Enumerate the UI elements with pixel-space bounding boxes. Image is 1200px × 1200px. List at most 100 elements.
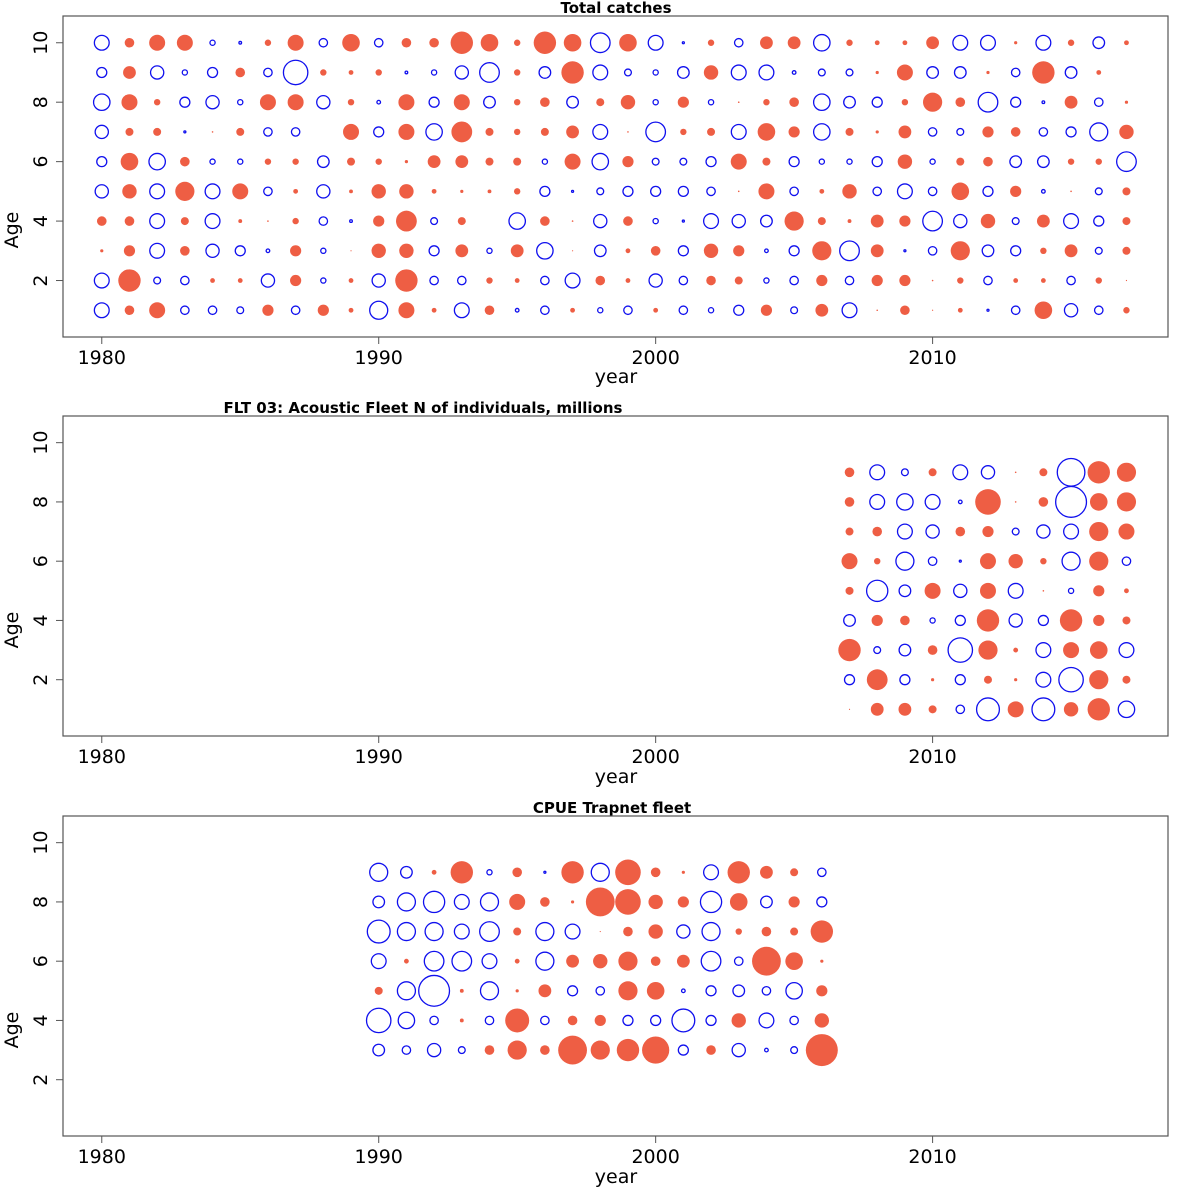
bubble-positive bbox=[149, 183, 166, 200]
bubble-positive bbox=[733, 37, 744, 48]
bubble-positive bbox=[1094, 187, 1103, 196]
bubble-negative bbox=[899, 274, 911, 287]
bubble-negative bbox=[1119, 124, 1134, 140]
bubble-positive bbox=[566, 95, 580, 109]
bubble-positive bbox=[953, 213, 968, 229]
bubble-negative bbox=[924, 582, 941, 599]
bubble-negative bbox=[1116, 492, 1137, 512]
bubble-negative bbox=[1093, 585, 1105, 597]
bubble-negative bbox=[450, 861, 473, 884]
bubble-negative bbox=[1014, 471, 1017, 474]
bubble-negative bbox=[180, 246, 190, 256]
bubble-negative bbox=[1013, 278, 1019, 283]
bubble-negative bbox=[211, 131, 214, 133]
bubble-positive bbox=[789, 1015, 799, 1026]
bubble-positive bbox=[789, 275, 799, 286]
bubble-negative bbox=[595, 275, 606, 286]
bubble-positive bbox=[595, 985, 606, 996]
bubble-negative bbox=[737, 101, 740, 103]
bubble-positive bbox=[263, 127, 273, 137]
bubble-negative bbox=[650, 867, 661, 878]
bubble-positive bbox=[535, 951, 555, 971]
bubble-positive bbox=[701, 921, 721, 942]
bubble-positive bbox=[1035, 671, 1052, 688]
bubble-positive bbox=[541, 158, 549, 165]
bubble-positive bbox=[149, 213, 166, 230]
bubble-positive bbox=[699, 890, 723, 914]
bubble-positive bbox=[650, 1014, 662, 1027]
bubble-positive bbox=[535, 921, 555, 942]
bubble-positive bbox=[763, 1047, 769, 1053]
panel-total-catches: Total catches 1980 1990 2000 2010 2 4 6 8 10 yea… bbox=[1, 0, 1169, 388]
bubble-positive bbox=[1066, 275, 1076, 286]
bubble-positive bbox=[979, 34, 997, 51]
bubble-positive bbox=[977, 91, 999, 113]
bubble-positive bbox=[1056, 457, 1086, 487]
bubble-positive bbox=[373, 126, 385, 138]
bubble-positive bbox=[486, 247, 493, 255]
bubble-positive bbox=[900, 468, 909, 477]
bubble-negative bbox=[513, 157, 522, 166]
bubble-negative bbox=[760, 865, 773, 879]
bubble-positive bbox=[1031, 697, 1056, 722]
bubble-positive bbox=[1094, 246, 1103, 255]
bubble-negative bbox=[618, 981, 638, 1001]
bubble-positive bbox=[205, 94, 220, 110]
bubble-positive bbox=[1010, 67, 1021, 78]
bubble-negative bbox=[757, 123, 776, 141]
bubble-positive bbox=[785, 981, 803, 1000]
bubble-positive bbox=[1061, 551, 1081, 571]
bubble-positive bbox=[676, 66, 690, 79]
bubble-negative bbox=[505, 1008, 530, 1033]
bubble-positive bbox=[396, 921, 417, 942]
bubble-negative bbox=[1122, 187, 1131, 196]
bubble-negative bbox=[1096, 70, 1102, 75]
bubble-positive bbox=[483, 95, 496, 109]
bubble-positive bbox=[320, 277, 327, 284]
bubble-positive bbox=[761, 985, 772, 996]
bubble-negative bbox=[395, 269, 418, 292]
bubble-positive bbox=[1093, 215, 1105, 227]
bubble-positive bbox=[679, 157, 688, 166]
bubble-positive bbox=[564, 923, 581, 940]
bubble-positive bbox=[428, 245, 440, 257]
bubble-negative bbox=[1124, 588, 1129, 594]
bubble-negative bbox=[429, 37, 439, 48]
y-tick-label: 6 bbox=[30, 555, 52, 567]
bubble-negative bbox=[180, 156, 190, 167]
bubble-negative bbox=[594, 1014, 606, 1027]
bubble-negative bbox=[820, 959, 824, 963]
bubble-negative bbox=[876, 309, 879, 312]
bubble-positive bbox=[429, 1015, 439, 1026]
bubble-negative bbox=[180, 217, 189, 226]
bubble-positive bbox=[652, 69, 659, 76]
bubble-negative bbox=[561, 61, 584, 84]
bubble-positive bbox=[647, 34, 664, 51]
bubble-negative bbox=[571, 220, 574, 222]
bubble-positive bbox=[843, 674, 856, 686]
bubble-negative bbox=[760, 36, 773, 50]
bubble-positive bbox=[1063, 302, 1079, 318]
bubble-negative bbox=[874, 40, 880, 46]
bubble-negative bbox=[642, 1036, 670, 1064]
bubble-negative bbox=[1040, 247, 1047, 255]
bubble-positive bbox=[758, 1012, 775, 1029]
bubble-positive bbox=[372, 1043, 386, 1057]
bubble-positive bbox=[453, 923, 470, 940]
bubble-positive bbox=[816, 867, 827, 878]
bubble-negative bbox=[153, 98, 161, 106]
bubble-positive bbox=[92, 93, 111, 112]
bubble-negative bbox=[982, 525, 994, 538]
bubble-positive bbox=[812, 123, 831, 141]
bubble-positive bbox=[564, 272, 581, 289]
bubble-negative bbox=[348, 278, 354, 283]
bubble-negative bbox=[986, 70, 990, 75]
bubble-negative bbox=[513, 98, 521, 106]
bubble-negative bbox=[983, 675, 992, 684]
bubble-negative bbox=[979, 582, 996, 599]
bubble-negative bbox=[848, 708, 851, 710]
bubble-negative bbox=[819, 188, 825, 194]
bubble-positive bbox=[705, 155, 717, 168]
bubble-negative bbox=[563, 33, 582, 52]
